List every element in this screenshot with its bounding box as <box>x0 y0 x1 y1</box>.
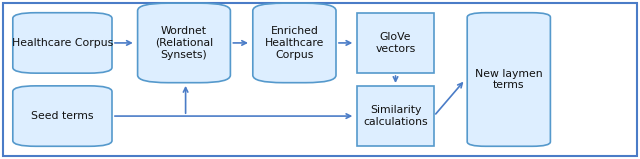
Text: GloVe
vectors: GloVe vectors <box>376 32 415 54</box>
FancyBboxPatch shape <box>357 86 434 146</box>
FancyBboxPatch shape <box>13 86 112 146</box>
FancyBboxPatch shape <box>253 3 336 83</box>
FancyBboxPatch shape <box>357 13 434 73</box>
FancyBboxPatch shape <box>138 3 230 83</box>
Text: Enriched
Healthcare
Corpus: Enriched Healthcare Corpus <box>265 26 324 59</box>
FancyBboxPatch shape <box>13 13 112 73</box>
FancyBboxPatch shape <box>3 3 637 156</box>
Text: Healthcare Corpus: Healthcare Corpus <box>12 38 113 48</box>
Text: New laymen
terms: New laymen terms <box>475 69 543 90</box>
Text: Wordnet
(Relational
Synsets): Wordnet (Relational Synsets) <box>155 26 213 59</box>
Text: Seed terms: Seed terms <box>31 111 93 121</box>
FancyBboxPatch shape <box>467 13 550 146</box>
Text: Similarity
calculations: Similarity calculations <box>364 105 428 127</box>
